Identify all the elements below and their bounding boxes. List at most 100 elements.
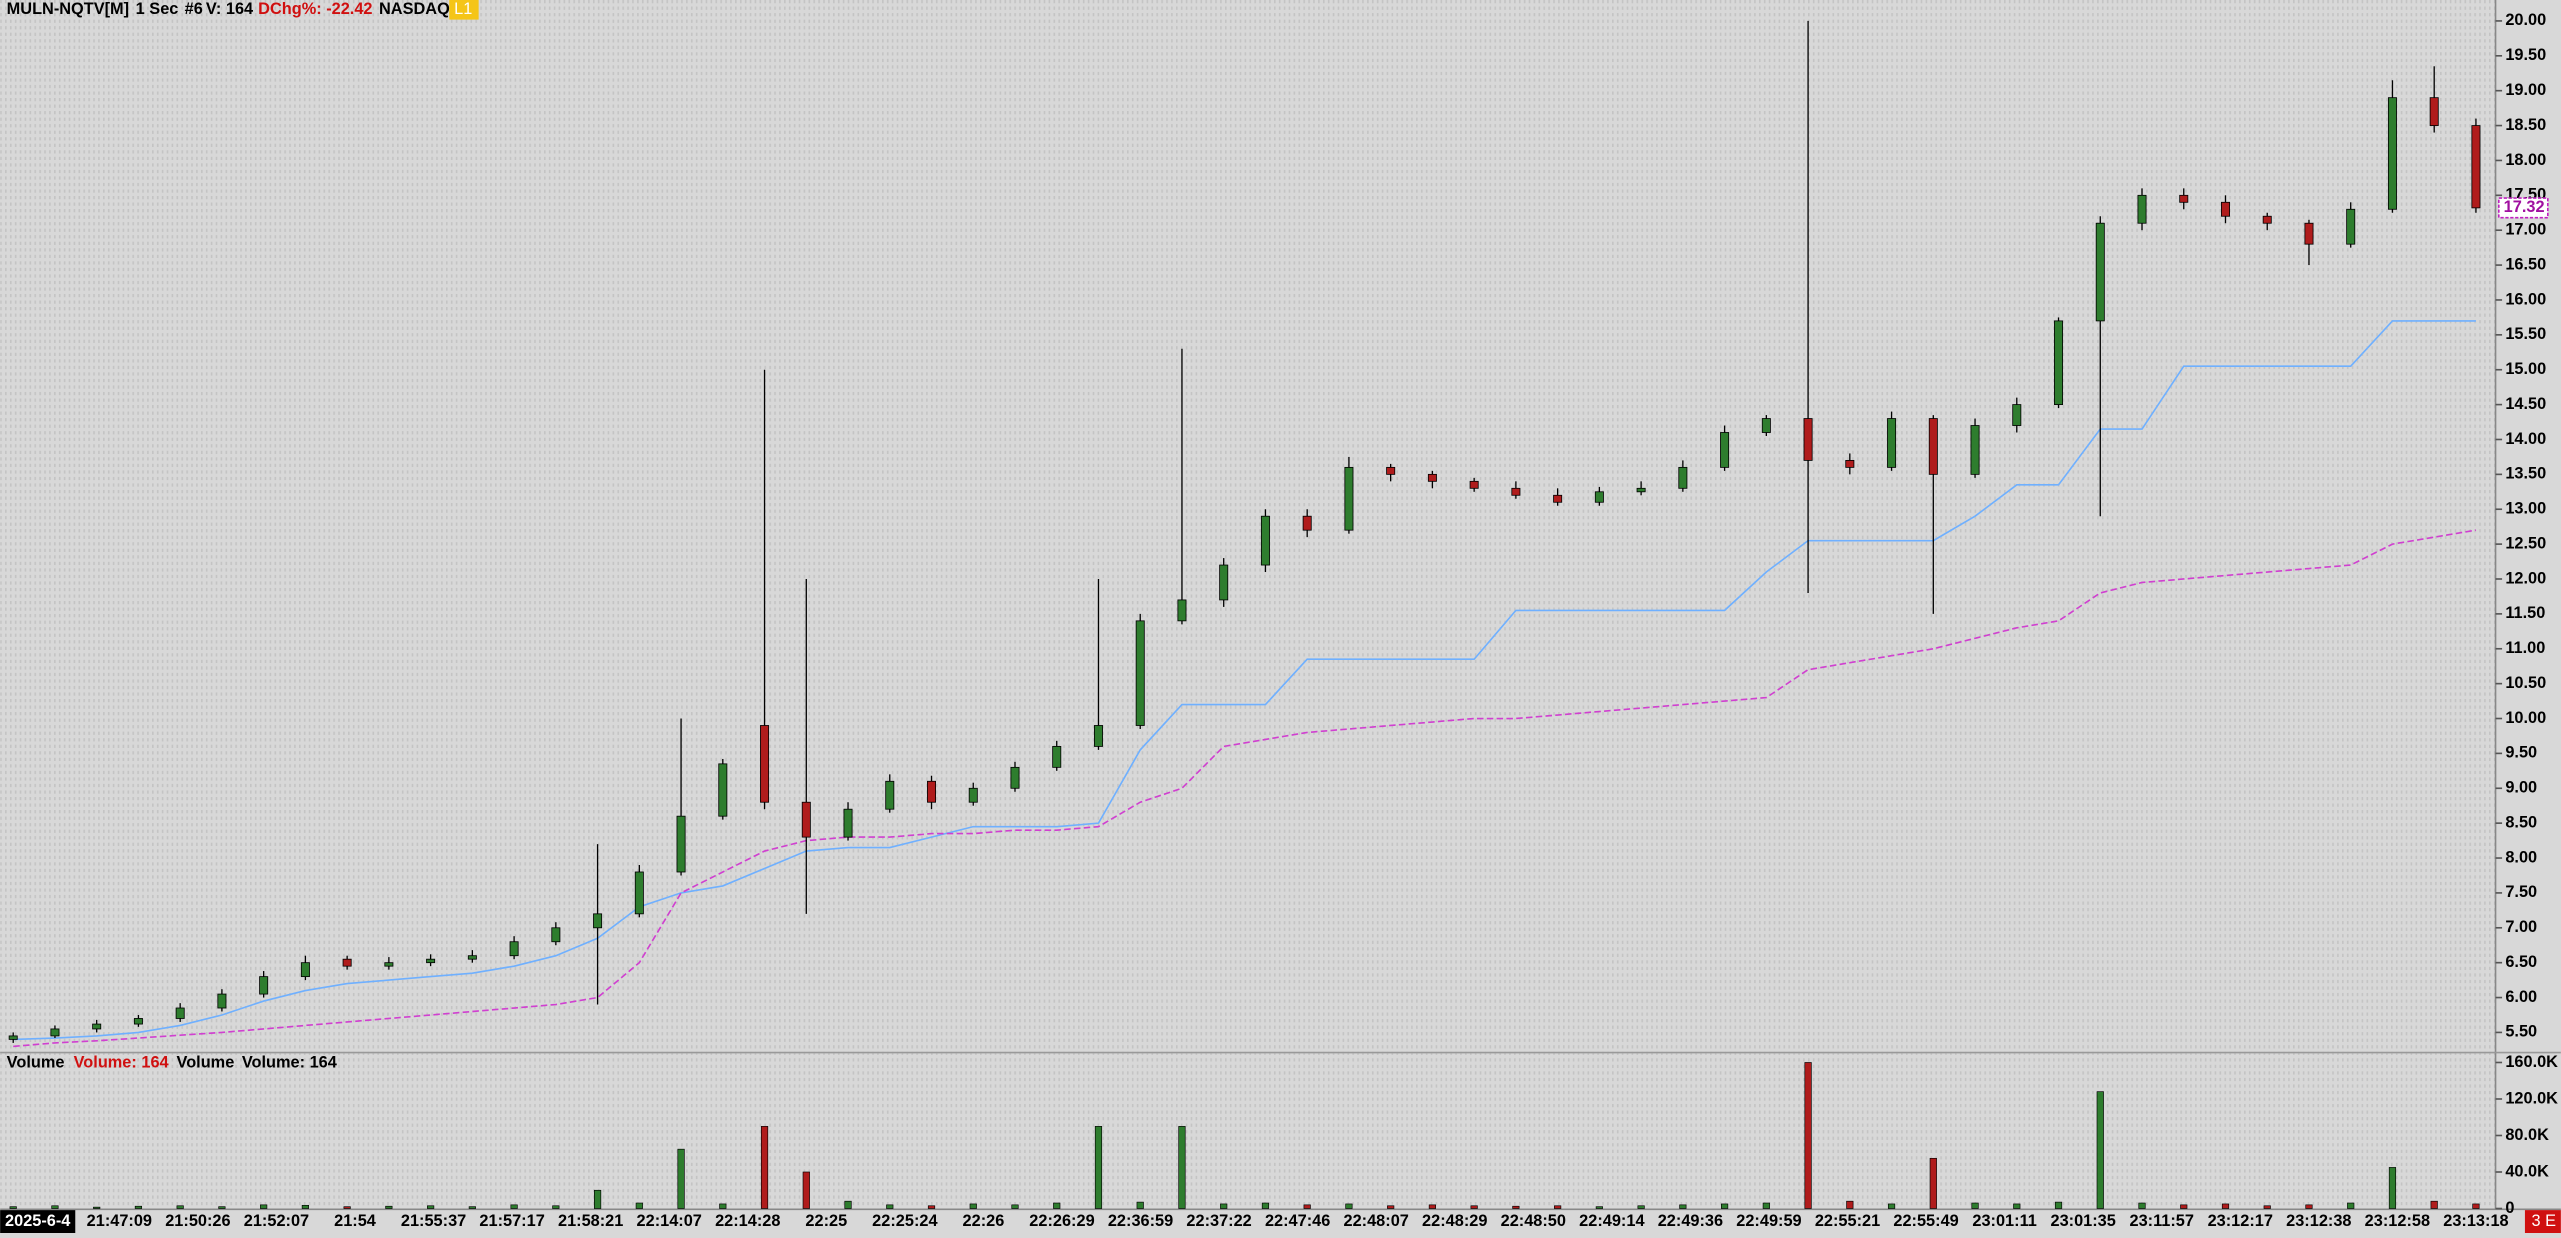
volume-bar [385, 1205, 393, 1209]
volume-bar [1220, 1203, 1228, 1209]
candle-body [1386, 466, 1396, 475]
volume-bar [1428, 1204, 1437, 1209]
x-tick-label: 22:36:59 [1108, 1212, 1173, 1230]
volume-bar [2430, 1200, 2438, 1209]
candle-body [1135, 620, 1145, 726]
volume-bar [343, 1206, 351, 1209]
header: MULN-NQTV[M] 1 Sec #6 V: 164 DChg%: -22.… [7, 0, 479, 20]
volume-bar [719, 1203, 727, 1209]
volume-bar [802, 1171, 810, 1209]
candle-body [50, 1028, 60, 1037]
x-tick-label: 22:49:36 [1658, 1212, 1723, 1230]
volume-bar [927, 1205, 936, 1209]
volume-bar [1053, 1202, 1061, 1209]
volume-label: Volume [177, 1053, 235, 1071]
date-label: 2025-6-4 [5, 1212, 70, 1230]
candle-body [217, 993, 227, 1009]
volume-bar [1971, 1202, 1979, 1209]
candle-body [1093, 725, 1103, 747]
candle-body [1803, 418, 1813, 461]
y-tick-label: 19.00 [2505, 81, 2546, 99]
candle-body [2471, 125, 2481, 209]
candle-body [1845, 459, 1855, 468]
date-box [0, 1210, 76, 1233]
candle-body [1720, 432, 1730, 468]
volume-bar [635, 1202, 643, 1209]
change-text: DChg%: -22.42 [258, 0, 372, 18]
candle-body [384, 962, 394, 967]
candle-body [2012, 404, 2022, 426]
candle-body [760, 725, 770, 803]
y-tick-label: 10.00 [2505, 709, 2546, 727]
volume-bar [1887, 1203, 1896, 1209]
volume-bar [1721, 1203, 1729, 1209]
candle-body [300, 962, 310, 978]
volume-bar [1011, 1204, 1019, 1209]
volume-bar [1846, 1200, 1854, 1209]
y-tick-label: 18.00 [2505, 151, 2546, 169]
x-tick-label: 23:12:38 [2286, 1212, 2351, 1230]
candle-body [2262, 215, 2272, 224]
y-tick-label: 16.50 [2505, 255, 2546, 273]
volume-bar [2347, 1202, 2355, 1209]
x-tick-label: 22:49:59 [1736, 1212, 1801, 1230]
x-tick-label: 22:55:21 [1815, 1212, 1880, 1230]
volume-tick-label: 160.0K [2505, 1053, 2558, 1071]
y-tick-label: 5.50 [2505, 1023, 2537, 1041]
volume-bar [760, 1126, 769, 1209]
x-tick-label: 22:25 [805, 1212, 847, 1230]
candle-body [927, 780, 937, 803]
candle-body [2220, 201, 2230, 217]
x-tick-label: 22:48:29 [1422, 1212, 1487, 1230]
candle-body [1177, 599, 1187, 622]
x-tick-label: 23:01:35 [2050, 1212, 2115, 1230]
volume-bar [468, 1206, 476, 1209]
y-tick-label: 6.00 [2505, 988, 2537, 1006]
y-tick-label: 13.00 [2505, 500, 2546, 518]
candle-body [92, 1023, 102, 1030]
candle-body [259, 976, 269, 995]
candle-body [342, 958, 352, 967]
candle-body [1594, 491, 1604, 503]
y-tick-label: 14.50 [2505, 395, 2546, 413]
candle-body [2346, 208, 2356, 245]
volume-bar [2013, 1203, 2021, 1209]
volume-bar [1303, 1204, 1311, 1209]
y-tick-label: 12.50 [2505, 534, 2546, 552]
volume-bar [1261, 1202, 1270, 1209]
candle-body [718, 763, 728, 817]
candle-body [1260, 515, 1270, 566]
y-tick-label: 13.50 [2505, 465, 2546, 483]
candle-body [2054, 320, 2064, 406]
x-tick-label: 23:01:11 [1972, 1212, 2036, 1230]
candle-body [467, 955, 477, 960]
candle-body [2429, 97, 2439, 126]
volume-bar [2180, 1204, 2188, 1209]
x-tick-label: 21:50:26 [165, 1212, 230, 1230]
level: L1 [454, 0, 472, 18]
candle-body [634, 871, 644, 915]
x-tick-label: 22:49:14 [1579, 1212, 1644, 1230]
grid-pattern [0, 0, 2496, 1209]
y-tick-label: 16.00 [2505, 290, 2546, 308]
volume-bar [260, 1204, 268, 1209]
candle-body [1887, 418, 1897, 468]
y-tick-label: 12.00 [2505, 569, 2546, 587]
volume-bar [93, 1206, 101, 1209]
volume-bar [2388, 1167, 2397, 1209]
y-tick-label: 15.50 [2505, 325, 2546, 343]
volume-bar [1929, 1157, 1937, 1209]
interval: 1 Sec [136, 0, 179, 18]
y-tick-label: 8.50 [2505, 813, 2537, 831]
candle-body [8, 1035, 18, 1040]
candle-body [1636, 487, 1646, 493]
indicator-line [13, 320, 2476, 1041]
indicator-line [13, 529, 2477, 1048]
x-tick-label: 23:12:58 [2365, 1212, 2430, 1230]
volume-bar [844, 1200, 852, 1209]
x-tick-label: 21:58:21 [558, 1212, 623, 1230]
volume-bar [1679, 1204, 1687, 1209]
candle-body [968, 787, 978, 803]
last-price-label: 17.32 [2504, 198, 2545, 216]
volume-header: Volume Volume: 164 Volume Volume: 164 [7, 1053, 337, 1071]
